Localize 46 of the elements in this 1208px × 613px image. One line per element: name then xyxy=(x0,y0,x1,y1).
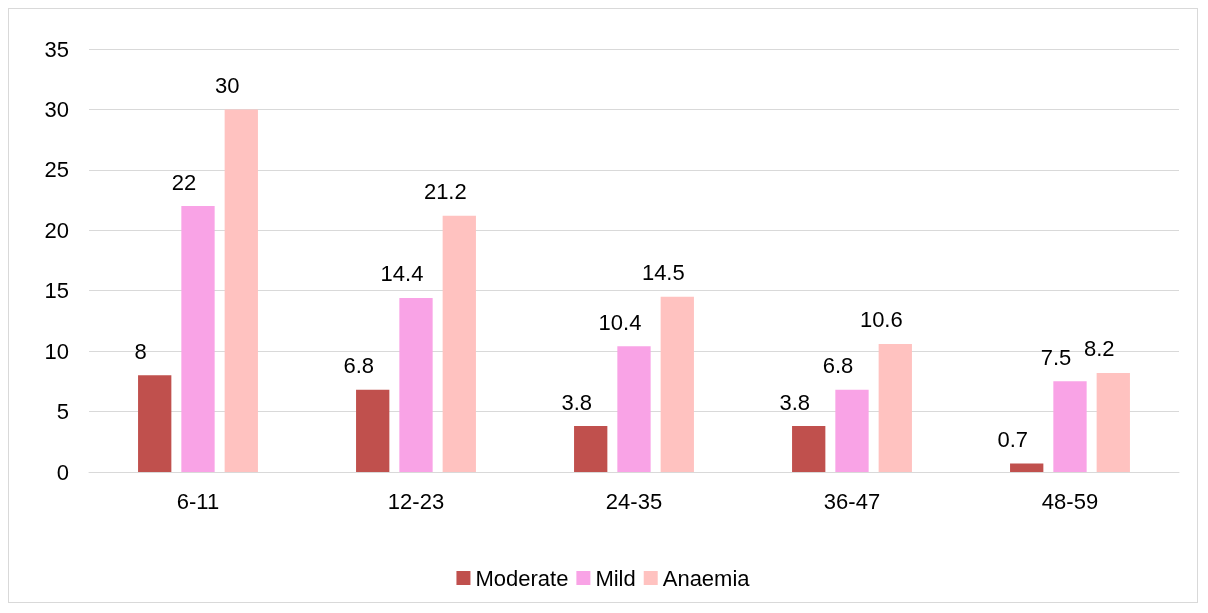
bar xyxy=(356,389,390,472)
bar xyxy=(1053,381,1087,472)
data-label: 14.4 xyxy=(380,261,424,287)
y-tick-label: 10 xyxy=(44,338,69,364)
y-tick-label: 5 xyxy=(56,399,69,425)
bar xyxy=(138,375,172,472)
legend-label: Moderate xyxy=(475,565,569,591)
data-label: 21.2 xyxy=(423,179,467,205)
bar xyxy=(878,343,912,472)
y-tick-label: 0 xyxy=(56,459,69,485)
data-label: 8 xyxy=(134,338,147,364)
y-tick-label: 15 xyxy=(44,278,69,304)
bar xyxy=(792,426,826,472)
y-tick-label: 20 xyxy=(44,217,69,243)
data-label: 6.8 xyxy=(343,353,374,379)
bar xyxy=(835,389,869,472)
x-tick-label: 36-47 xyxy=(823,488,881,514)
data-label: 30 xyxy=(215,72,240,98)
data-label: 10.6 xyxy=(859,307,903,333)
x-tick-label: 12-23 xyxy=(387,488,445,514)
data-label: 8.2 xyxy=(1084,336,1115,362)
data-label: 14.5 xyxy=(641,260,685,286)
bar xyxy=(617,346,651,472)
y-tick-label: 30 xyxy=(44,96,69,122)
bar xyxy=(1010,463,1044,472)
legend-label: Mild xyxy=(595,565,636,591)
y-tick-label: 25 xyxy=(44,157,69,183)
bar xyxy=(574,426,608,472)
data-label: 3.8 xyxy=(779,389,810,415)
x-tick-label: 6-11 xyxy=(176,488,220,514)
bar xyxy=(181,206,215,472)
x-tick-label: 48-59 xyxy=(1041,488,1099,514)
bar xyxy=(1096,372,1130,472)
data-label: 10.4 xyxy=(598,309,642,335)
bar xyxy=(660,296,694,472)
bar xyxy=(224,109,258,472)
legend-label: Anaemia xyxy=(662,565,751,591)
x-tick-label: 24-35 xyxy=(605,488,663,514)
data-label: 22 xyxy=(171,169,197,195)
y-tick-label: 35 xyxy=(44,36,69,62)
bar xyxy=(399,297,433,472)
data-label: 6.8 xyxy=(822,353,854,379)
data-label: 7.5 xyxy=(1040,344,1072,370)
bar xyxy=(442,215,476,472)
data-label: 3.8 xyxy=(561,389,592,415)
data-label: 0.7 xyxy=(997,427,1028,453)
